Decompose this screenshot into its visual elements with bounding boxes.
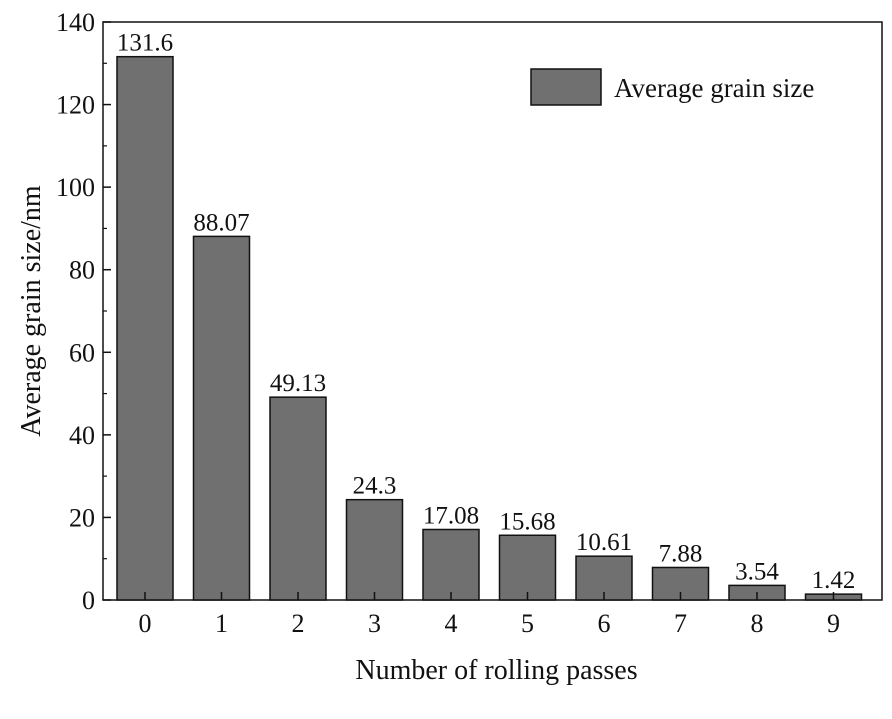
bar-4 [422, 528, 480, 601]
x-tick-label: 8 [751, 609, 764, 638]
value-label-9: 1.42 [812, 567, 856, 594]
y-axis: 0 20 40 60 80 100 120 140 [56, 8, 111, 615]
y-tick-label: 80 [69, 256, 95, 285]
legend-swatch [530, 68, 602, 106]
x-tick-label: 3 [368, 609, 381, 638]
y-tick-label: 100 [56, 173, 95, 202]
y-tick-label: 60 [69, 338, 95, 367]
y-tick-label: 140 [56, 8, 95, 37]
value-label-0: 131.6 [117, 30, 173, 57]
x-tick-label: 1 [215, 609, 228, 638]
x-tick-label: 9 [827, 609, 840, 638]
value-label-8: 3.54 [735, 558, 779, 585]
bars-group [116, 55, 863, 601]
value-label-6: 10.61 [576, 529, 632, 556]
bar-2 [269, 396, 327, 601]
y-tick-label: 0 [82, 586, 95, 615]
legend-label: Average grain size [614, 73, 814, 103]
x-tick-label: 2 [292, 609, 305, 638]
bar-5 [498, 534, 557, 601]
x-tick-label: 7 [674, 609, 687, 638]
x-axis-label: Number of rolling passes [355, 655, 637, 686]
y-tick-label: 20 [69, 503, 95, 532]
value-labels-group: 131.6 88.07 49.13 24.3 17.08 15.68 10.61 7.88 3.… [117, 30, 856, 594]
x-tick-label: 0 [139, 609, 152, 638]
x-axis: 0 1 2 3 4 5 6 7 8 9 [139, 592, 840, 638]
value-label-3: 24.3 [353, 473, 397, 500]
y-tick-label: 40 [69, 421, 95, 450]
legend: Average grain size [530, 68, 814, 106]
value-label-1: 88.07 [193, 209, 249, 236]
x-tick-label: 4 [445, 609, 458, 638]
y-tick-label: 120 [56, 91, 95, 120]
y-axis-label: Average grain size/nm [16, 185, 47, 437]
x-tick-label: 5 [521, 609, 534, 638]
value-label-7: 7.88 [659, 540, 703, 567]
value-label-4: 17.08 [423, 502, 479, 529]
bar-1 [192, 235, 251, 601]
bar-3 [345, 498, 404, 601]
bar-0 [116, 55, 174, 601]
x-tick-label: 6 [598, 609, 611, 638]
value-label-5: 15.68 [499, 508, 555, 535]
value-label-2: 49.13 [270, 370, 326, 397]
